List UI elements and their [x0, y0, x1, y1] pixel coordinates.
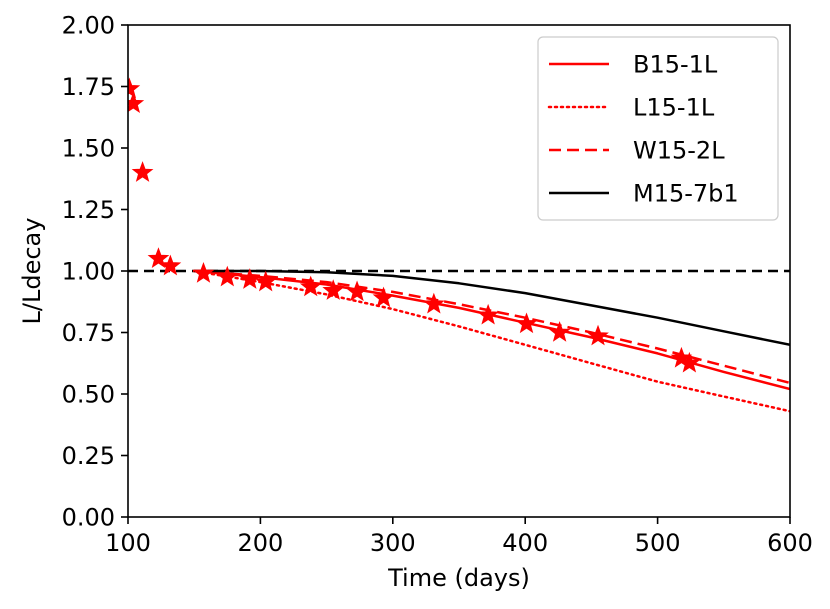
y-tick-label: 0.25 [62, 442, 115, 470]
data-point-star [372, 286, 395, 308]
y-tick-label: 1.50 [62, 135, 115, 163]
data-point-star [238, 268, 261, 289]
x-tick-label: 500 [635, 529, 681, 557]
data-point-star [346, 280, 368, 302]
x-tick-label: 400 [502, 529, 548, 557]
legend-label-l15-1l: L15-1L [633, 94, 715, 122]
data-point-star [299, 275, 322, 297]
data-point-star [515, 312, 538, 334]
series-line-l15-1l [192, 269, 790, 413]
data-point-star [128, 77, 141, 99]
x-tick-label: 100 [105, 529, 151, 557]
data-point-star [477, 303, 499, 325]
y-tick-label: 0.75 [62, 319, 115, 347]
y-tick-label: 0.00 [62, 504, 115, 532]
data-point-star [422, 292, 445, 314]
data-point-star [587, 324, 609, 346]
x-tick-label: 200 [237, 529, 283, 557]
series-line-m15-7b1 [194, 269, 790, 347]
data-point-star [678, 351, 701, 373]
data-point-star [322, 279, 345, 300]
y-tick-label: 2.00 [62, 12, 115, 40]
x-axis-title: Time (days) [387, 564, 530, 592]
y-tick-label: 0.50 [62, 381, 115, 409]
y-axis-title: L/Ldecay [18, 218, 46, 325]
x-tick-label: 300 [370, 529, 416, 557]
y-tick-label: 1.75 [62, 73, 115, 101]
data-point-star [131, 161, 154, 182]
data-point-star [159, 254, 182, 276]
data-point-star [254, 270, 277, 292]
data-point-star [147, 247, 170, 268]
legend-label-m15-7b1: M15-7b1 [633, 180, 739, 208]
legend-label-w15-2l: W15-2L [633, 137, 725, 165]
y-tick-label: 1.25 [62, 196, 115, 224]
data-point-star [192, 262, 215, 283]
data-point-star [548, 321, 571, 342]
y-tick-label: 1.00 [62, 258, 115, 286]
legend-label-b15-1l: B15-1L [633, 51, 718, 79]
data-point-star [216, 265, 239, 287]
data-point-star [128, 92, 145, 113]
x-tick-label: 600 [767, 529, 813, 557]
legend-box [537, 36, 779, 221]
